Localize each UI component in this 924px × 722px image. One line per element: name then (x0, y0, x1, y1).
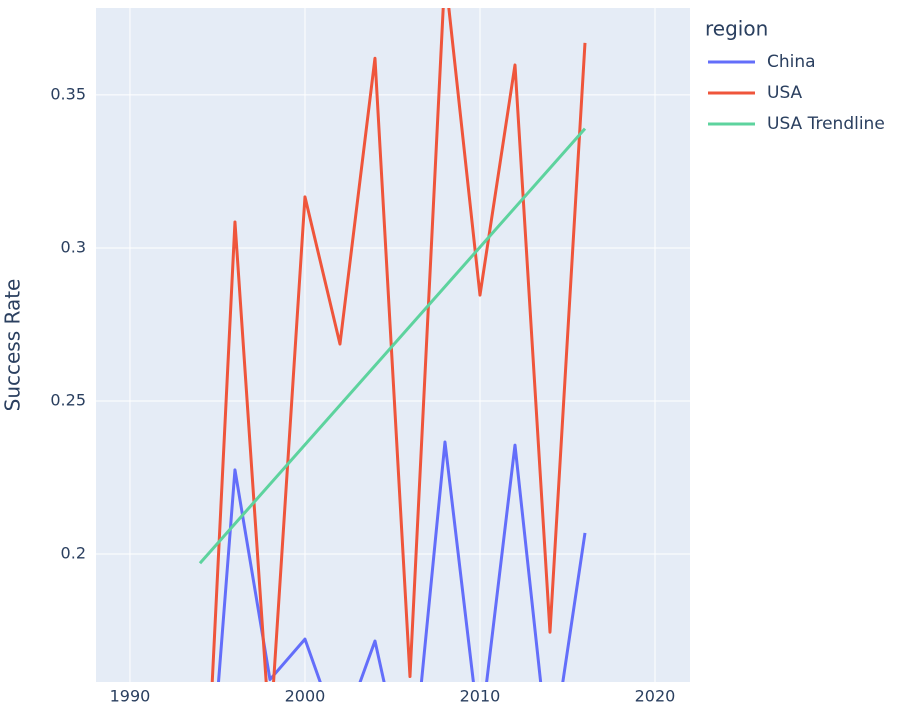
x-tick-label: 1990 (110, 687, 151, 706)
y-axis-title: Success Rate (1, 279, 25, 412)
series-line (210, 8, 587, 682)
x-tick-label: 2010 (460, 687, 501, 706)
y-tick-label: 0.3 (61, 237, 86, 256)
legend-label: USA Trendline (767, 114, 885, 134)
y-tick-label: 0.25 (50, 391, 86, 410)
legend-label: China (767, 52, 816, 72)
legend-title: region (705, 17, 768, 41)
y-tick-label: 0.2 (61, 544, 86, 563)
x-tick-label: 2000 (285, 687, 326, 706)
x-tick-label: 2020 (635, 687, 676, 706)
legend-label: USA (767, 83, 803, 103)
y-tick-label: 0.35 (50, 84, 86, 103)
series-line (198, 127, 587, 565)
